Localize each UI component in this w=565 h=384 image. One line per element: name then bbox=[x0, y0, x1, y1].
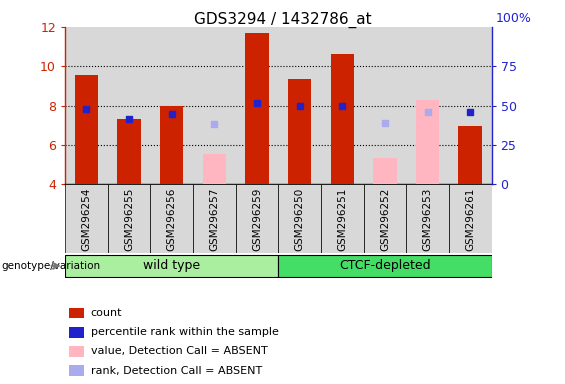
Bar bbox=[107, 27, 150, 184]
Text: GSM296257: GSM296257 bbox=[209, 188, 219, 251]
Bar bbox=[65, 27, 107, 184]
Bar bbox=[160, 106, 184, 184]
Bar bbox=[364, 27, 406, 184]
Bar bbox=[69, 365, 84, 376]
Bar bbox=[373, 158, 397, 184]
Bar bbox=[288, 79, 311, 184]
Text: count: count bbox=[90, 308, 122, 318]
Bar bbox=[193, 184, 236, 253]
Text: wild type: wild type bbox=[143, 260, 200, 272]
Bar bbox=[69, 346, 84, 357]
Bar bbox=[75, 75, 98, 184]
Text: percentile rank within the sample: percentile rank within the sample bbox=[90, 327, 279, 337]
Text: GSM296250: GSM296250 bbox=[294, 188, 305, 251]
Bar bbox=[202, 154, 226, 184]
Bar bbox=[69, 327, 84, 338]
Text: GSM296254: GSM296254 bbox=[81, 188, 92, 251]
Bar bbox=[449, 184, 492, 253]
Bar bbox=[279, 27, 321, 184]
Text: 100%: 100% bbox=[496, 13, 532, 25]
Bar bbox=[364, 184, 406, 253]
Bar bbox=[69, 308, 84, 318]
Text: GSM296251: GSM296251 bbox=[337, 188, 347, 251]
Bar bbox=[245, 33, 269, 184]
Bar bbox=[279, 184, 321, 253]
Text: GDS3294 / 1432786_at: GDS3294 / 1432786_at bbox=[194, 12, 371, 28]
Bar bbox=[193, 27, 236, 184]
Text: GSM296256: GSM296256 bbox=[167, 188, 177, 251]
Bar bbox=[458, 126, 482, 184]
Text: genotype/variation: genotype/variation bbox=[1, 261, 101, 271]
Text: GSM296259: GSM296259 bbox=[252, 188, 262, 251]
Text: GSM296261: GSM296261 bbox=[465, 188, 475, 251]
Text: GSM296253: GSM296253 bbox=[423, 188, 433, 251]
Bar bbox=[150, 184, 193, 253]
Text: value, Detection Call = ABSENT: value, Detection Call = ABSENT bbox=[90, 346, 267, 356]
Bar bbox=[406, 27, 449, 184]
Text: GSM296255: GSM296255 bbox=[124, 188, 134, 251]
Bar bbox=[117, 119, 141, 184]
Bar bbox=[107, 184, 150, 253]
Bar bbox=[65, 184, 107, 253]
Bar bbox=[65, 255, 278, 277]
Text: CTCF-depleted: CTCF-depleted bbox=[339, 260, 431, 272]
Bar bbox=[321, 184, 364, 253]
Bar bbox=[449, 27, 492, 184]
Bar bbox=[236, 184, 278, 253]
Text: rank, Detection Call = ABSENT: rank, Detection Call = ABSENT bbox=[90, 366, 262, 376]
Bar bbox=[150, 27, 193, 184]
Text: GSM296252: GSM296252 bbox=[380, 188, 390, 251]
Bar bbox=[236, 27, 278, 184]
Bar bbox=[279, 255, 492, 277]
Bar bbox=[321, 27, 364, 184]
Bar bbox=[406, 184, 449, 253]
Bar bbox=[331, 55, 354, 184]
Bar bbox=[416, 100, 440, 184]
